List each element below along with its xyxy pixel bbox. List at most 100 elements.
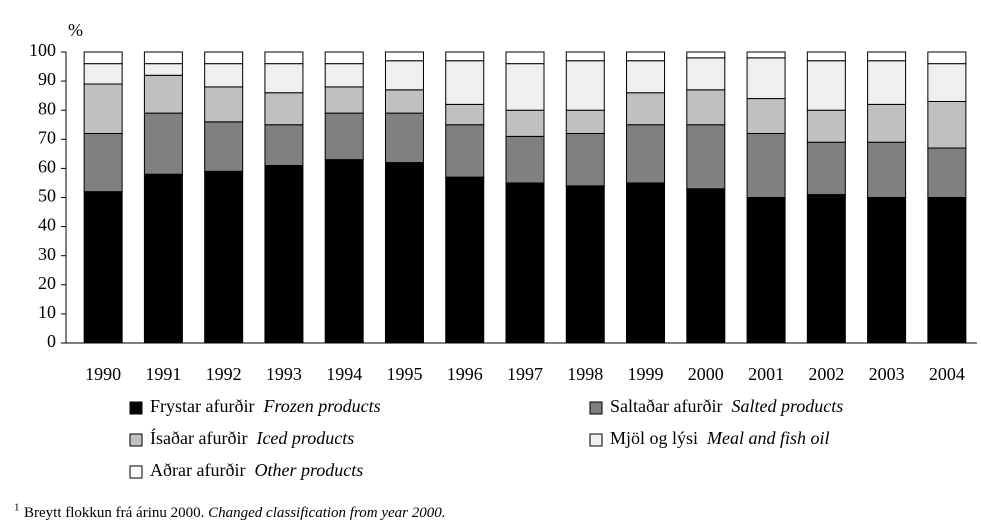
bar-segment [505,135,545,184]
legend-swatch [589,401,603,415]
bar-segment [264,51,304,65]
x-tick-label: 1996 [447,364,483,384]
bar-segment [806,141,846,196]
legend-name: Frystar afurðir [150,396,254,416]
x-tick-label: 1993 [266,364,302,384]
bar-segment [686,57,726,91]
bar-segment [806,194,846,344]
bar-segment [83,51,123,65]
bar-segment [324,86,364,114]
legend-name-en: Frozen products [262,396,380,416]
bar-segment [445,176,485,344]
legend-label: Frystar afurðir Frozen products [150,396,381,416]
y-tick-label: 10 [38,302,56,322]
bar-segment [867,141,907,199]
legend-swatch [589,433,603,447]
bar-segment [565,109,605,134]
bar-segment [806,109,846,143]
bar-segment [626,124,666,184]
bar-segment [445,124,485,178]
bar-segment [746,51,786,59]
bar-segment [445,103,485,126]
legend-swatch [129,401,143,415]
footnote-en: Changed classification from year 2000. [208,505,445,521]
bar-segment [565,132,605,187]
bar-segment [927,100,967,149]
y-tick-label: 80 [38,98,56,118]
bar-segment [83,83,123,134]
legend-label: Saltaðar afurðir Salted products [610,396,843,416]
bar-segment [626,60,666,94]
x-tick-label: 1991 [145,364,181,384]
bar-segment [384,162,424,344]
bar-segment [746,57,786,100]
bar-segment [264,124,304,166]
legend-label: Ísaðar afurðir Iced products [150,427,354,448]
y-tick-label: 20 [38,273,56,293]
bar-segment [505,182,545,344]
y-tick-label: 30 [38,244,56,264]
bar-segment [264,164,304,344]
bar-segment [746,197,786,344]
bar-segment [324,159,364,344]
legend-name: Ísaðar afurðir [150,427,247,448]
bar-segment [445,60,485,105]
x-tick-label: 2002 [808,364,844,384]
bar-segment [565,60,605,111]
bar-segment [686,89,726,126]
bar-segment [264,63,304,94]
x-tick-label: 1992 [206,364,242,384]
bar-segment [83,132,123,193]
bar-segment [505,109,545,137]
y-tick-label: 0 [47,331,56,351]
bar-segment [204,51,244,65]
bar-segment [927,63,967,102]
bar-segment [143,51,183,65]
bar-segment [143,112,183,175]
x-tick-label: 1999 [628,364,664,384]
bar-segment [746,132,786,198]
legend-name-en: Meal and fish oil [706,428,830,448]
bar-segment [143,63,183,76]
bar-segment [565,185,605,344]
bar-segment [83,191,123,344]
bar-segment [686,188,726,344]
bar-segment [384,112,424,164]
legend-name: Aðrar afurðir [150,460,245,480]
y-tick-label: 70 [38,127,56,147]
y-tick-label: 90 [38,69,56,89]
y-tick-label: 50 [38,186,56,206]
bar-segment [143,173,183,344]
bar-segment [384,60,424,91]
bar-segment [264,92,304,126]
y-tick-label: 40 [38,215,56,235]
bar-segment [204,170,244,344]
bar-segment [867,103,907,143]
bar-segment [204,63,244,88]
bar-segment [927,197,967,344]
legend-name: Saltaðar afurðir [610,396,722,416]
y-tick-label: 60 [38,157,56,177]
bar-segment [806,60,846,111]
x-tick-label: 1995 [386,364,422,384]
bar-segment [626,92,666,126]
bar-segment [686,51,726,59]
bar-segment [384,89,424,114]
bar-segment [626,182,666,344]
footnote-marker: 1 [14,502,20,514]
footnote-is: Breytt flokkun frá árinu 2000. [24,505,204,521]
bar-segment [927,147,967,198]
legend-label: Aðrar afurðir Other products [150,460,363,480]
x-tick-label: 1998 [567,364,603,384]
bar-segment [204,121,244,172]
y-tick-label: 100 [29,40,56,60]
x-tick-label: 2001 [748,364,784,384]
legend-name: Mjöl og lýsi [610,428,698,448]
bar-segment [384,51,424,62]
bar-segment [565,51,605,62]
x-tick-label: 2000 [688,364,724,384]
bar-segment [686,124,726,190]
bar-segment [204,86,244,123]
bar-segment [867,197,907,344]
